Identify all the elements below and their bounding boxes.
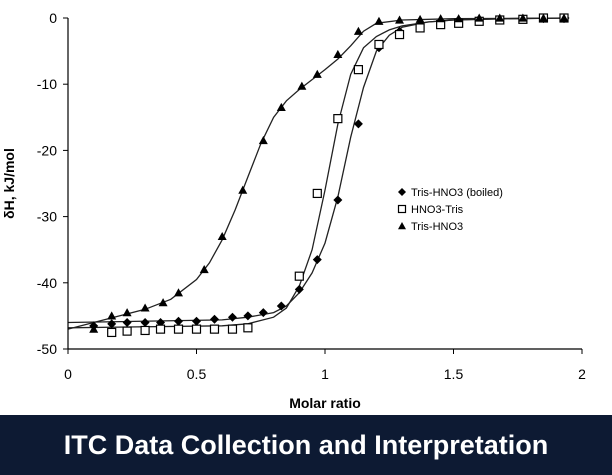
data-point-tris-hno3-boiled (353, 119, 363, 129)
data-point-tris-hno3 (415, 14, 425, 23)
data-point-hno3-tris (155, 324, 166, 334)
y-axis-title: δH, kJ/mol (1, 148, 17, 219)
data-point-tris-hno3 (122, 308, 132, 317)
data-point-tris-hno3-boiled (122, 318, 132, 328)
legend: Tris-HNO3 (boiled) HNO3-Tris Tris-HNO3 (397, 187, 503, 233)
data-point-tris-hno3 (436, 14, 446, 23)
y-tick-label: -50 (37, 341, 57, 357)
data-point-hno3-tris (333, 114, 343, 124)
data-point-tris-hno3 (454, 14, 464, 23)
legend-marker (398, 222, 406, 230)
data-point-hno3-tris (312, 188, 322, 199)
data-point-tris-hno3-boiled (227, 312, 237, 322)
tick-labels: 0 0.5 1 1.5 2 0 -10 -20 -30 -40 -50 (37, 10, 586, 382)
data-point-tris-hno3 (107, 311, 117, 320)
data-point-hno3-tris (243, 323, 253, 333)
x-tick-label: 1 (321, 366, 329, 382)
x-tick-label: 0.5 (187, 366, 207, 382)
data-point-hno3-tris (374, 39, 384, 50)
data-point-tris-hno3 (312, 69, 322, 78)
y-tick-label: -20 (37, 142, 57, 158)
data-point-tris-hno3-boiled (209, 314, 219, 324)
data-point-tris-hno3 (333, 49, 343, 59)
data-point-tris-hno3-boiled (276, 301, 286, 311)
data-point-hno3-tris (122, 326, 132, 336)
data-point-hno3-tris (209, 324, 220, 334)
x-tick-label: 0 (64, 366, 72, 382)
data-point-tris-hno3 (217, 231, 227, 241)
data-point-tris-hno3 (395, 15, 405, 24)
data-point-tris-hno3 (559, 13, 569, 22)
fit-curve (67, 17, 570, 329)
data-point-tris-hno3 (297, 81, 307, 90)
data-point-tris-hno3 (89, 324, 99, 333)
legend-label: Tris-HNO3 (411, 221, 463, 233)
axes (63, 17, 583, 354)
x-tick-label: 2 (578, 366, 586, 382)
data-point-hno3-tris (107, 327, 117, 338)
legend-label: Tris-HNO3 (boiled) (411, 187, 503, 199)
y-tick-label: 0 (49, 10, 57, 26)
data-point-tris-hno3 (174, 288, 184, 297)
data-point-tris-hno3 (374, 16, 384, 25)
data-points (89, 13, 569, 338)
data-point-tris-hno3 (495, 13, 505, 22)
data-point-hno3-tris (394, 29, 405, 40)
data-point-hno3-tris (353, 65, 364, 75)
chart-area: 0 0.5 1 1.5 2 0 -10 -20 -30 -40 -50 Molar ratio δH… (1, 10, 587, 411)
itc-chart: 0 0.5 1 1.5 2 0 -10 -20 -30 -40 -50 Molar ratio δH… (1, 10, 586, 411)
x-tick-label: 1.5 (444, 366, 464, 382)
data-point-hno3-tris (415, 23, 425, 33)
data-point-tris-hno3-boiled (312, 255, 322, 265)
data-point-tris-hno3 (140, 303, 150, 312)
fit-curve (67, 17, 570, 324)
data-point-hno3-tris (294, 271, 304, 281)
fit-curves (67, 17, 570, 330)
data-point-tris-hno3-boiled (258, 308, 268, 318)
data-point-tris-hno3-boiled (243, 311, 253, 321)
data-point-tris-hno3 (158, 298, 168, 307)
data-point-tris-hno3-boiled (333, 195, 343, 205)
fit-curve (67, 17, 570, 330)
data-point-tris-hno3 (353, 26, 363, 35)
y-tick-label: -10 (37, 76, 57, 92)
data-point-hno3-tris (140, 325, 150, 336)
title-banner: ITC Data Collection and Interpretation (0, 415, 612, 475)
data-point-hno3-tris (227, 324, 238, 334)
data-point-tris-hno3-boiled (174, 316, 184, 326)
legend-marker (397, 204, 407, 214)
data-point-tris-hno3-boiled (107, 319, 117, 329)
y-tick-label: -40 (37, 275, 57, 291)
data-point-tris-hno3 (538, 13, 548, 22)
data-point-tris-hno3 (518, 13, 528, 22)
data-point-tris-hno3 (258, 135, 268, 145)
banner-title: ITC Data Collection and Interpretation (63, 429, 549, 460)
legend-marker (398, 188, 406, 196)
x-axis-title: Molar ratio (289, 395, 361, 411)
data-point-tris-hno3 (276, 102, 286, 111)
data-point-hno3-tris (173, 324, 184, 334)
data-point-tris-hno3-boiled (192, 316, 201, 326)
data-point-tris-hno3-boiled (294, 284, 304, 294)
data-point-tris-hno3-boiled (140, 318, 150, 328)
y-tick-label: -30 (37, 209, 57, 225)
data-point-tris-hno3 (474, 13, 484, 22)
data-point-hno3-tris (191, 324, 202, 334)
data-point-tris-hno3 (238, 185, 248, 194)
data-point-tris-hno3 (199, 265, 209, 274)
legend-label: HNO3-Tris (411, 204, 464, 216)
